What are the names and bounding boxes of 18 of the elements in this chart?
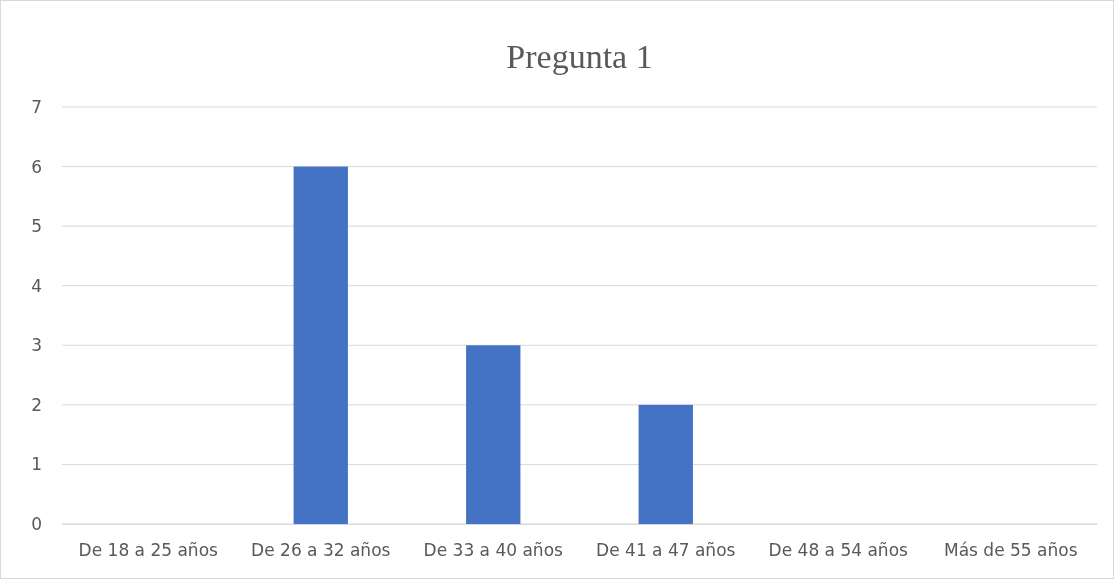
x-tick-label: De 33 a 40 años xyxy=(423,540,564,561)
y-tick-label: 3 xyxy=(31,335,42,356)
chart-title: Pregunta 1 xyxy=(506,38,653,75)
y-tick-label: 6 xyxy=(31,156,42,177)
y-tick-label: 0 xyxy=(31,513,42,534)
bar xyxy=(293,166,348,524)
x-tick-label: De 48 a 54 años xyxy=(768,540,909,561)
y-tick-label: 7 xyxy=(31,96,42,117)
x-tick-label: Más de 55 años xyxy=(944,540,1078,561)
y-tick-label: 1 xyxy=(31,454,42,475)
bar xyxy=(638,404,693,524)
x-tick-label: De 41 a 47 años xyxy=(596,540,736,561)
y-tick-label: 4 xyxy=(31,275,42,296)
y-tick-label: 5 xyxy=(31,216,42,237)
bar xyxy=(466,345,521,524)
y-tick-label: 2 xyxy=(31,394,42,415)
x-tick-label: De 26 a 32 años xyxy=(251,540,391,561)
x-tick-label: De 18 a 25 años xyxy=(78,540,219,561)
